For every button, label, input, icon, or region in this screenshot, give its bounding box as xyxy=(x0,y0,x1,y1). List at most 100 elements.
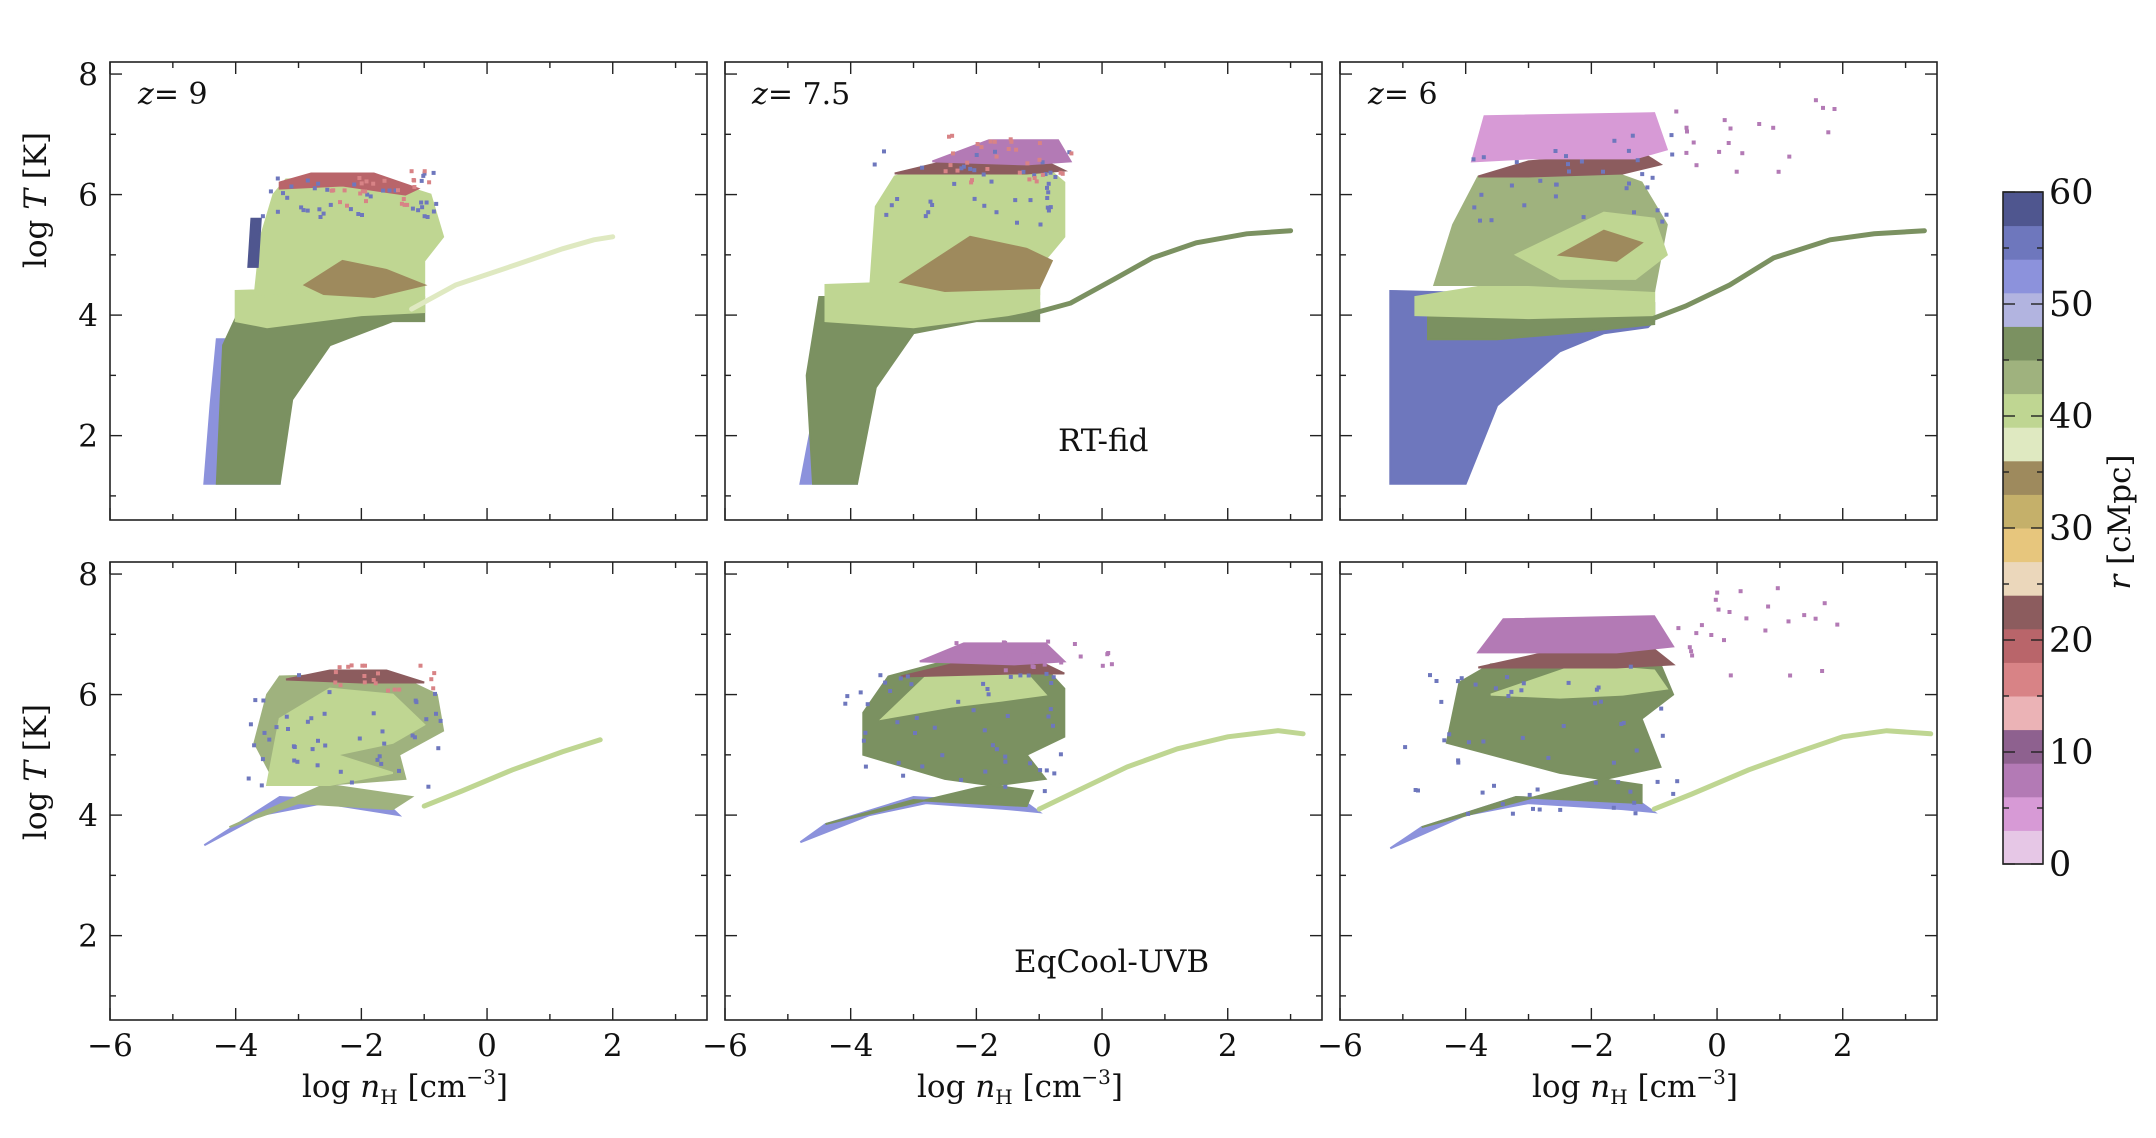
scatter-pixel xyxy=(360,213,364,217)
scatter-pixel xyxy=(1032,176,1037,180)
scatter-pixel xyxy=(1717,149,1722,154)
y-axis-title-bottom: log T [K] xyxy=(18,704,54,840)
scatter-pixel xyxy=(905,674,910,679)
scatter-pixel xyxy=(901,773,906,778)
scatter-pixel xyxy=(1616,780,1621,785)
scatter-pixel xyxy=(360,189,365,194)
scatter-pixel xyxy=(1018,673,1023,678)
scatter-pixel xyxy=(431,209,436,214)
scatter-pixel xyxy=(286,727,290,731)
scatter-pixel xyxy=(898,676,903,681)
scatter-pixel xyxy=(858,690,863,695)
scatter-pixel xyxy=(1447,732,1452,737)
scatter-pixel xyxy=(1546,755,1551,760)
scatter-pixel xyxy=(253,698,258,703)
scatter-pixel xyxy=(1813,616,1818,621)
scatter-pixel xyxy=(434,711,438,716)
y-axis-title-top: log T [K] xyxy=(18,132,54,268)
scatter-pixel xyxy=(1553,194,1558,199)
scatter-pixel xyxy=(1594,687,1599,692)
z-label-col-3: z= 6 xyxy=(1367,77,1438,112)
colorbar-tick-label: 10 xyxy=(2049,733,2094,773)
scatter-pixel xyxy=(1527,792,1532,797)
scatter-pixel xyxy=(1624,186,1629,191)
y-tick-label: 4 xyxy=(78,798,98,834)
scatter-pixel xyxy=(260,757,265,762)
scatter-pixel xyxy=(312,186,317,191)
scatter-pixel xyxy=(861,738,866,743)
scatter-pixel xyxy=(1567,169,1571,174)
model-label-rt-fid: RT-fid xyxy=(1058,423,1148,459)
scatter-pixel xyxy=(1694,163,1699,168)
scatter-pixel xyxy=(419,178,424,183)
scatter-pixel xyxy=(281,191,285,196)
scatter-pixel xyxy=(1043,646,1047,651)
scatter-pixel xyxy=(932,725,937,730)
colorbar-segment xyxy=(2003,192,2043,227)
scatter-pixel xyxy=(1046,190,1051,195)
scatter-pixel xyxy=(1690,653,1695,658)
scatter-pixel xyxy=(433,691,437,696)
scatter-pixel xyxy=(1025,161,1030,166)
scatter-pixel xyxy=(1596,685,1601,690)
panel-frame xyxy=(1339,61,1938,521)
scatter-pixel xyxy=(321,211,326,216)
panel-r1-c2 xyxy=(724,61,1323,521)
scatter-pixel xyxy=(399,201,404,206)
scatter-pixel xyxy=(1466,740,1471,745)
scatter-pixel xyxy=(260,214,265,219)
scatter-pixel xyxy=(1630,133,1635,138)
scatter-pixel xyxy=(292,745,297,749)
x-axis-title-3: log nH [cm−3] xyxy=(1532,1065,1738,1109)
x-tick-label: −6 xyxy=(1317,1028,1363,1064)
scatter-pixel xyxy=(1514,160,1519,165)
scatter-pixel xyxy=(1650,175,1655,180)
scatter-pixel xyxy=(1558,807,1563,812)
scatter-pixel xyxy=(1822,601,1827,606)
scatter-pixel xyxy=(352,182,357,187)
scatter-pixel xyxy=(1509,183,1514,188)
scatter-pixel xyxy=(410,206,415,211)
scatter-pixel xyxy=(1634,748,1639,753)
scatter-pixel xyxy=(971,708,976,713)
scatter-pixel xyxy=(1009,139,1014,144)
scatter-pixel xyxy=(970,178,974,183)
scatter-pixel xyxy=(1442,738,1447,743)
panels: 2 4 6 8 2 4 6 8 −6 −4 −2 0 2 −6 −4 −2 0 2 −6 −4 −2 0 2 xyxy=(78,57,1938,1064)
scatter-pixel xyxy=(865,702,870,707)
scatter-pixel xyxy=(261,698,266,703)
scatter-pixel xyxy=(325,187,330,192)
scatter-pixel xyxy=(418,663,423,668)
scatter-pixel xyxy=(981,681,986,686)
colorbar-segment xyxy=(2003,796,2043,831)
colorbar-segment xyxy=(2003,830,2043,865)
scatter-pixel xyxy=(1034,179,1039,184)
scatter-pixel xyxy=(1621,720,1626,725)
dense-gas-track xyxy=(1651,228,1927,321)
scatter-pixel xyxy=(1466,811,1470,816)
scatter-pixel xyxy=(1763,628,1768,633)
scatter-pixel xyxy=(419,200,424,205)
scatter-pixel xyxy=(1038,222,1043,227)
scatter-pixel xyxy=(1040,160,1045,165)
scatter-pixel xyxy=(1038,768,1043,773)
scatter-pixel xyxy=(322,711,327,716)
scatter-pixel xyxy=(1046,208,1051,213)
scatter-pixel xyxy=(267,737,272,742)
scatter-pixel xyxy=(305,719,310,724)
scatter-pixel xyxy=(1709,633,1714,637)
scatter-pixel xyxy=(1505,675,1510,680)
scatter-pixel xyxy=(317,207,322,212)
x-axis-title-2: log nH [cm−3] xyxy=(917,1065,1123,1109)
scatter-pixel xyxy=(1655,779,1660,784)
scatter-pixel xyxy=(1060,171,1065,176)
scatter-pixel xyxy=(1106,651,1111,655)
scatter-pixel xyxy=(1669,133,1674,138)
scatter-pixel xyxy=(379,761,384,766)
phase-region xyxy=(919,642,1067,666)
scatter-pixel xyxy=(1554,182,1559,187)
panel-background xyxy=(110,562,707,1020)
scatter-pixel xyxy=(305,178,310,183)
scatter-pixel xyxy=(1676,626,1681,631)
scatter-pixel xyxy=(968,166,973,171)
